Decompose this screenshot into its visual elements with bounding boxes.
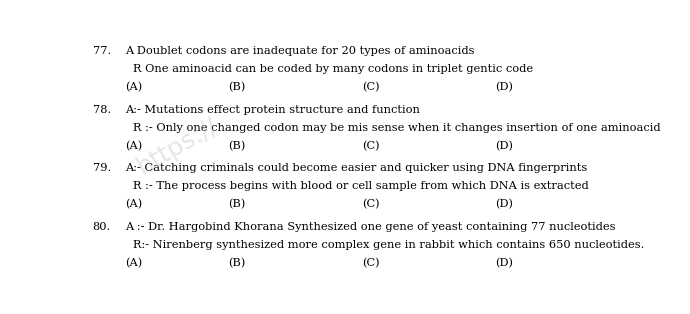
Text: (D): (D)	[495, 258, 513, 268]
Text: 78.: 78.	[92, 105, 111, 115]
Text: 80.: 80.	[92, 222, 111, 232]
Text: (B): (B)	[228, 199, 246, 210]
Text: (A): (A)	[125, 82, 142, 93]
Text: 77.: 77.	[92, 46, 111, 56]
Text: (A): (A)	[125, 141, 142, 151]
Text: (B): (B)	[228, 141, 246, 151]
Text: https://: https://	[132, 114, 222, 179]
Text: A:- Mutations effect protein structure and function: A:- Mutations effect protein structure a…	[125, 105, 420, 115]
Text: R One aminoacid can be coded by many codons in triplet gentic code: R One aminoacid can be coded by many cod…	[133, 64, 533, 74]
Text: (B): (B)	[228, 82, 246, 93]
Text: (C): (C)	[362, 141, 380, 151]
Text: (C): (C)	[362, 82, 380, 93]
Text: (C): (C)	[362, 199, 380, 210]
Text: (A): (A)	[125, 258, 142, 268]
Text: R :- The process begins with blood or cell sample from which DNA is extracted: R :- The process begins with blood or ce…	[133, 181, 589, 191]
Text: 79.: 79.	[92, 163, 111, 173]
Text: A Doublet codons are inadequate for 20 types of aminoacids: A Doublet codons are inadequate for 20 t…	[125, 46, 474, 56]
Text: R:- Nirenberg synthesized more complex gene in rabbit which contains 650 nucleot: R:- Nirenberg synthesized more complex g…	[133, 240, 644, 250]
Text: (D): (D)	[495, 141, 513, 151]
Text: R :- Only one changed codon may be mis sense when it changes insertion of one am: R :- Only one changed codon may be mis s…	[133, 123, 661, 133]
Text: A :- Dr. Hargobind Khorana Synthesized one gene of yeast containing 77 nucleotid: A :- Dr. Hargobind Khorana Synthesized o…	[125, 222, 615, 232]
Text: A:- Catching criminals could become easier and quicker using DNA fingerprints: A:- Catching criminals could become easi…	[125, 163, 587, 173]
Text: (C): (C)	[362, 258, 380, 268]
Text: (B): (B)	[228, 258, 246, 268]
Text: (A): (A)	[125, 199, 142, 210]
Text: (D): (D)	[495, 82, 513, 93]
Text: (D): (D)	[495, 199, 513, 210]
